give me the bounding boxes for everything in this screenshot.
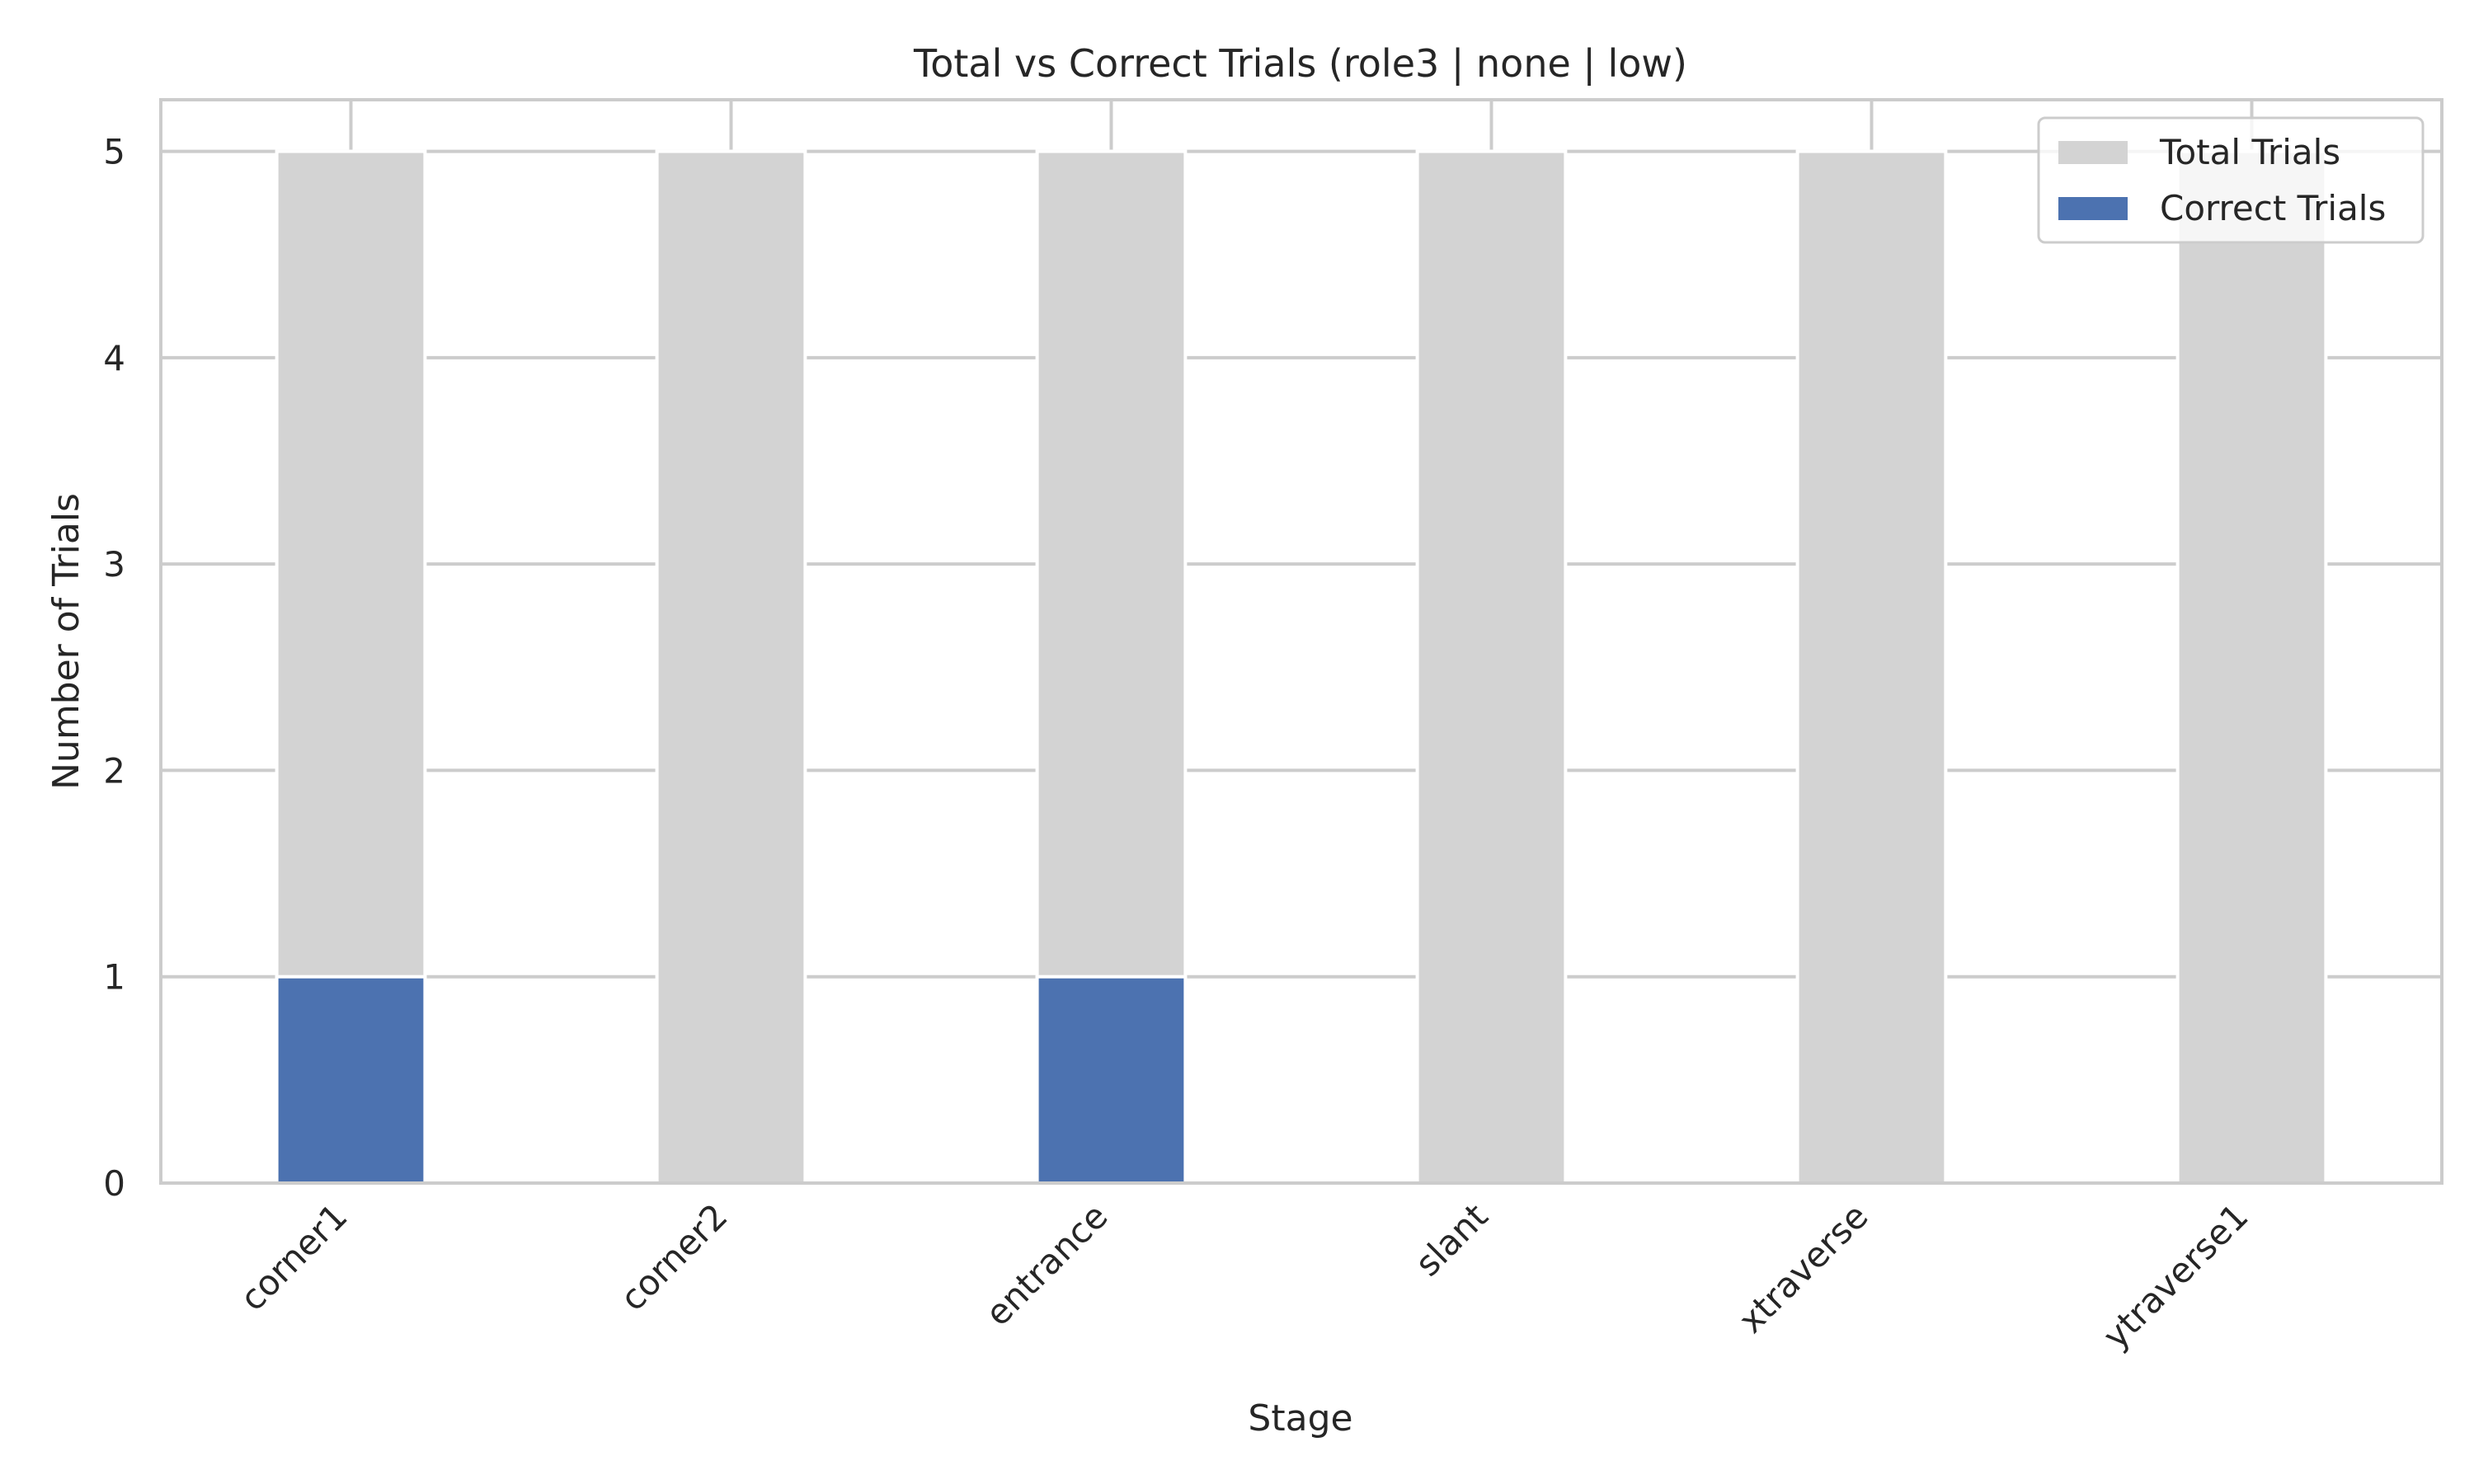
legend: Total Trials Correct Trials (2037, 116, 2425, 244)
legend-box (2037, 116, 2425, 244)
y-axis-label: Number of Trials (45, 493, 87, 790)
bar-total-corner2 (655, 149, 807, 1186)
legend-swatch-total (2058, 141, 2128, 164)
chart-title: Total vs Correct Trials (role3 | none | … (913, 41, 1687, 87)
bars (275, 149, 2328, 1186)
bar-total-ytraverse1 (2175, 149, 2328, 1186)
bar-total-slant (1415, 149, 1568, 1186)
legend-swatch-correct (2058, 197, 2128, 220)
bar-correct-corner1 (275, 974, 427, 1185)
y-tick-label: 0 (103, 1163, 125, 1204)
y-tick-label: 5 (103, 132, 125, 172)
y-tick-label: 3 (103, 544, 125, 585)
legend-label-total: Total Trials (2159, 132, 2340, 172)
x-axis-label: Stage (1248, 1397, 1352, 1439)
bar-total-xtraverse (1795, 149, 1948, 1186)
y-ticks: 0 1 2 3 4 5 (103, 132, 125, 1204)
y-tick-label: 2 (103, 750, 125, 791)
legend-label-correct: Correct Trials (2160, 188, 2386, 228)
y-tick-label: 1 (103, 957, 125, 998)
y-tick-label: 4 (103, 338, 125, 378)
plot-frame (159, 98, 2443, 1185)
bar-correct-entrance (1035, 974, 1188, 1185)
